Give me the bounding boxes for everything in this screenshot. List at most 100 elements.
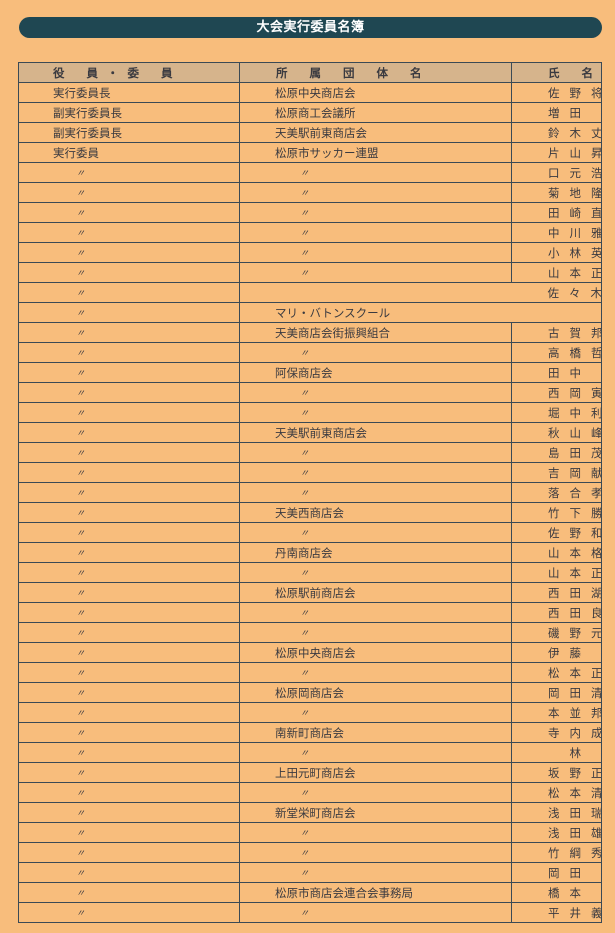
table-row: 〃〃西田良平	[18, 602, 602, 623]
role-cell: 〃	[18, 562, 240, 583]
name-cell: 口元浩二	[511, 162, 602, 183]
role-cell: 〃	[18, 442, 240, 463]
role-cell: 〃	[18, 302, 240, 323]
role-cell: 〃	[18, 902, 240, 923]
name-cell: 山本正憲	[511, 262, 602, 283]
role-cell: 〃	[18, 242, 240, 263]
name-cell: 山本正信	[511, 562, 602, 583]
table-row: 〃〃岡田 淳	[18, 862, 602, 883]
name-cell: 竹下勝雄	[511, 502, 602, 523]
table-row: 〃新堂栄町商店会浅田瑞穂	[18, 802, 602, 823]
table-row: 〃〃中川雅己	[18, 222, 602, 243]
header-role: 役 員・委 員	[18, 62, 240, 83]
organization-cell: 松原中央商店会	[239, 642, 512, 663]
name-cell: 西田良平	[511, 602, 602, 623]
name-cell: 西岡寅三	[511, 382, 602, 403]
name-cell: 田崎直子	[511, 202, 602, 223]
organization-cell: 〃	[239, 462, 512, 483]
organization-cell: 天美駅前東商店会	[239, 422, 512, 443]
name-cell: 寺内成義	[511, 722, 602, 743]
table-row: 〃〃吉岡献二	[18, 462, 602, 483]
name-cell: 佐々木敏郎	[511, 282, 602, 303]
organization-cell: 〃	[239, 562, 512, 583]
role-cell: 副実行委員長	[18, 102, 240, 123]
organization-cell: 丹南商店会	[239, 542, 512, 563]
table-row: 〃〃小林英一	[18, 242, 602, 263]
table-row: 〃松原駅前商店会西田湖司	[18, 582, 602, 603]
table-row: 〃〃佐野和男	[18, 522, 602, 543]
organization-cell: 松原岡商店会	[239, 682, 512, 703]
header-organization: 所 属 団 体 名	[239, 62, 512, 83]
organization-cell: 〃	[239, 482, 512, 503]
role-cell: 〃	[18, 402, 240, 423]
table-row: 〃〃堀中利幸	[18, 402, 602, 423]
table-row: 〃〃竹綱秀之	[18, 842, 602, 863]
table-row: 〃上田元町商店会坂野正澄	[18, 762, 602, 783]
name-cell: 中川雅己	[511, 222, 602, 243]
table-row: 〃〃菊地隆之	[18, 182, 602, 203]
role-cell: 〃	[18, 762, 240, 783]
name-cell: 竹綱秀之	[511, 842, 602, 863]
organization-cell: 〃	[239, 382, 512, 403]
role-cell: 〃	[18, 682, 240, 703]
name-cell: 橋本 正	[511, 882, 602, 903]
name-cell: 秋山峰夫	[511, 422, 602, 443]
name-cell: 吉岡献二	[511, 462, 602, 483]
role-cell: 〃	[18, 622, 240, 643]
organization-cell: 上田元町商店会	[239, 762, 512, 783]
organization-cell: 〃	[239, 622, 512, 643]
role-cell: 〃	[18, 802, 240, 823]
organization-cell: 〃	[239, 342, 512, 363]
table-row: 〃天美駅前東商店会秋山峰夫	[18, 422, 602, 443]
table-row: 〃〃口元浩二	[18, 162, 602, 183]
table-row: 副実行委員長天美駅前東商店会鈴木丈夫	[18, 122, 602, 143]
role-cell: 〃	[18, 262, 240, 283]
table-row: 実行委員長松原中央商店会佐野将身	[18, 82, 602, 103]
name-cell: 高橋哲男	[511, 342, 602, 363]
role-cell: 〃	[18, 162, 240, 183]
organization-cell: マリ・バトンスクール	[239, 302, 512, 323]
role-cell: 〃	[18, 182, 240, 203]
table-row: 〃〃松本清一	[18, 782, 602, 803]
table-row: 〃〃松本正樹	[18, 662, 602, 683]
role-cell: 〃	[18, 542, 240, 563]
name-cell: 西田湖司	[511, 582, 602, 603]
table-row: 〃〃山本正憲	[18, 262, 602, 283]
name-cell: 本並邦价	[511, 702, 602, 723]
role-cell: 副実行委員長	[18, 122, 240, 143]
name-cell: 島田茂信	[511, 442, 602, 463]
role-cell: 〃	[18, 342, 240, 363]
role-cell: 〃	[18, 522, 240, 543]
name-cell: 磯野元三	[511, 622, 602, 643]
name-cell: 鈴木丈夫	[511, 122, 602, 143]
table-row: 〃〃西岡寅三	[18, 382, 602, 403]
table-row: 実行委員松原市サッカー連盟片山昇一	[18, 142, 602, 163]
name-cell: 落合孝一	[511, 482, 602, 503]
role-cell: 〃	[18, 882, 240, 903]
organization-cell: 〃	[239, 162, 512, 183]
table-row: 〃 佐々木敏郎	[18, 282, 602, 303]
name-cell: 松本清一	[511, 782, 602, 803]
role-cell: 〃	[18, 222, 240, 243]
name-cell: 林 信男	[511, 742, 602, 763]
organization-cell: 〃	[239, 842, 512, 863]
name-cell: 菊地隆之	[511, 182, 602, 203]
organization-cell: 〃	[239, 402, 512, 423]
table-row: 〃〃 林 信男	[18, 742, 602, 763]
name-cell: 小林英一	[511, 242, 602, 263]
organization-cell: 〃	[239, 702, 512, 723]
role-cell: 〃	[18, 422, 240, 443]
role-cell: 〃	[18, 362, 240, 383]
role-cell: 〃	[18, 742, 240, 763]
role-cell: 〃	[18, 382, 240, 403]
document-title: 大会実行委員名簿	[19, 17, 602, 38]
role-cell: 〃	[18, 642, 240, 663]
organization-cell: 〃	[239, 822, 512, 843]
role-cell: 〃	[18, 662, 240, 683]
name-cell: 古賀邦夫	[511, 322, 602, 343]
role-cell: 〃	[18, 462, 240, 483]
organization-cell: 天美商店会街振興組合	[239, 322, 512, 343]
